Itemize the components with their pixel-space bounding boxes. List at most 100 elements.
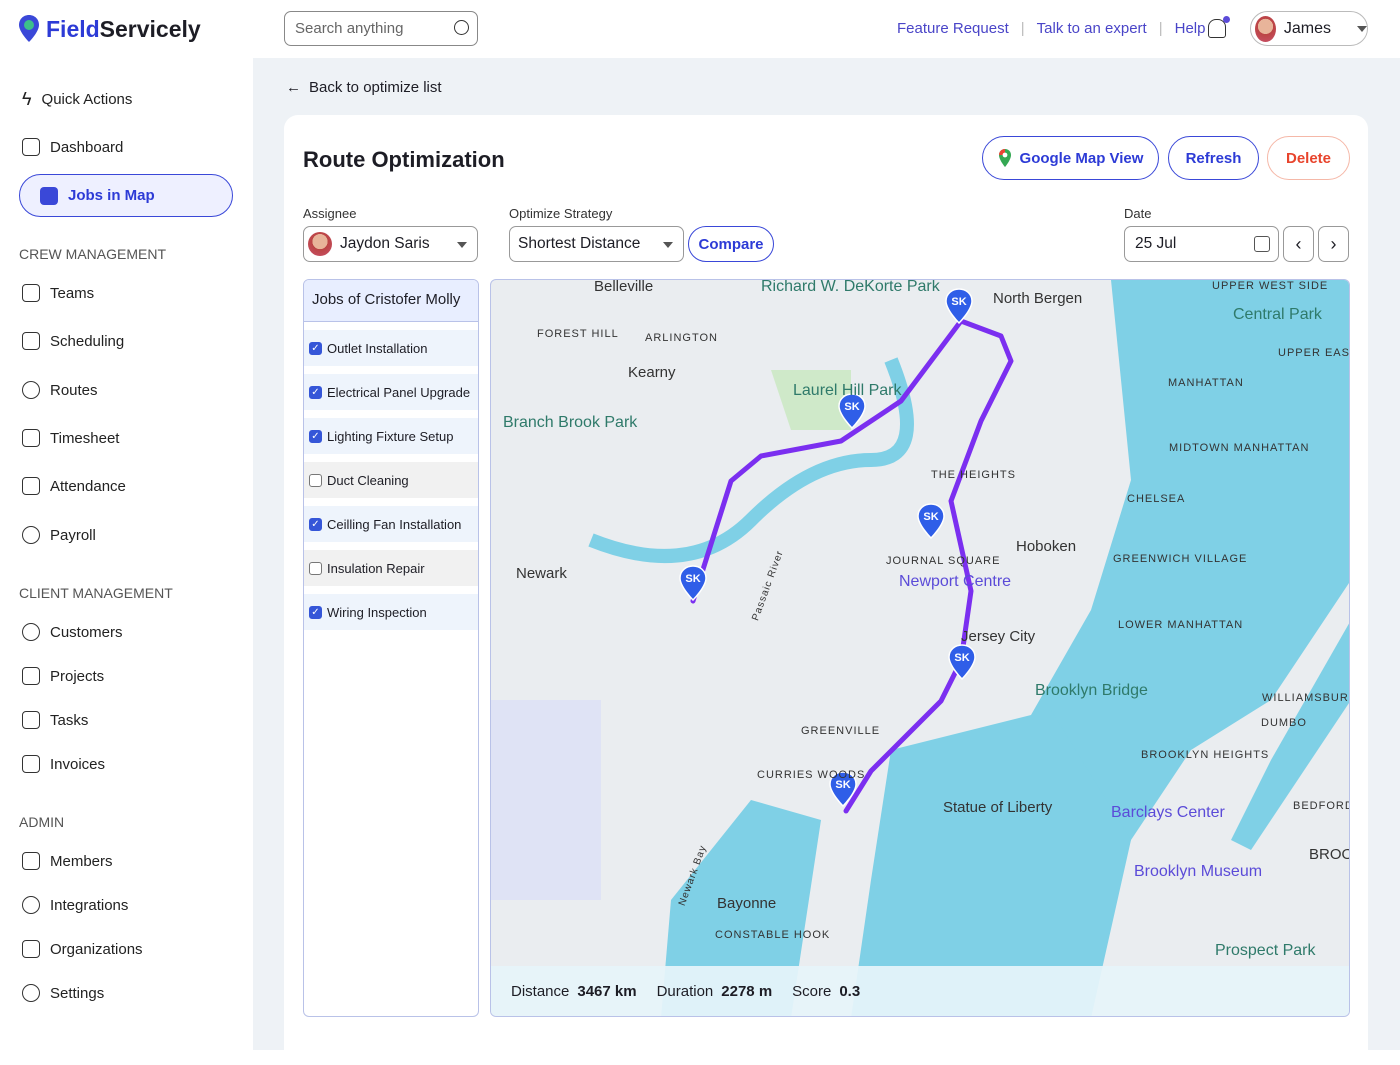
checkbox[interactable]: ✓ (309, 517, 322, 531)
sidebar-item-routes[interactable]: Routes (22, 381, 98, 399)
job-pin[interactable]: SK (945, 288, 973, 325)
label: Attendance (50, 477, 126, 495)
refresh-button[interactable]: Refresh (1168, 136, 1259, 180)
location-pin-icon (19, 15, 39, 42)
user-menu[interactable]: James (1250, 11, 1368, 46)
back-label: Back to optimize list (309, 79, 442, 96)
pin-label: SK (954, 652, 969, 664)
avatar (308, 232, 332, 256)
prev-date-button[interactable]: ‹ (1283, 226, 1314, 262)
job-item[interactable]: ✓ Ceilling Fan Installation (304, 506, 478, 542)
sidebar-item-attendance[interactable]: Attendance (22, 477, 126, 495)
compare-button[interactable]: Compare (688, 226, 774, 262)
checkbox[interactable]: ✓ (309, 341, 322, 355)
job-pin[interactable]: SK (917, 503, 945, 540)
distance-value: 3467 km (577, 982, 637, 1000)
help-link[interactable]: Help (1174, 20, 1206, 37)
date-picker[interactable]: 25 Jul (1124, 226, 1279, 262)
chevron-right-icon: › (1330, 233, 1337, 254)
search-input[interactable]: Search anything (284, 11, 478, 46)
members-icon (22, 852, 40, 870)
search-icon[interactable] (454, 20, 469, 35)
checkbox[interactable]: ✓ (309, 605, 322, 619)
sidebar-item-members[interactable]: Members (22, 852, 113, 870)
pin-label: SK (951, 296, 966, 308)
chevron-down-icon (663, 242, 673, 248)
job-item[interactable]: ✓ Outlet Installation (304, 330, 478, 366)
park (771, 370, 851, 430)
map-label: THE HEIGHTS (931, 469, 1016, 481)
map-label: BEDFORD- (1293, 800, 1349, 812)
gear-icon (22, 984, 40, 1002)
bell-icon[interactable] (1208, 16, 1230, 38)
sidebar-item-quick-actions[interactable]: ϟ Quick Actions (22, 89, 132, 110)
divider: | (1158, 20, 1163, 37)
checkbox[interactable]: ✓ (309, 429, 322, 443)
delete-button[interactable]: Delete (1267, 136, 1350, 180)
job-pin[interactable]: SK (838, 393, 866, 430)
job-item[interactable]: ✓ Wiring Inspection (304, 594, 478, 630)
google-map-view-button[interactable]: Google Map View (982, 136, 1159, 180)
sidebar-item-invoices[interactable]: Invoices (22, 755, 105, 773)
label: Quick Actions (41, 91, 133, 108)
checkbox[interactable] (309, 561, 322, 575)
page-title: Route Optimization (303, 147, 505, 172)
job-item[interactable]: ✓ Lighting Fixture Setup (304, 418, 478, 454)
strategy-label: Optimize Strategy (509, 206, 613, 221)
sidebar-item-payroll[interactable]: Payroll (22, 526, 96, 544)
pin-label: SK (844, 401, 859, 413)
sidebar-item-customers[interactable]: Customers (22, 623, 123, 641)
label: Settings (50, 984, 105, 1002)
dashboard-icon (22, 138, 40, 156)
teams-icon (22, 284, 40, 302)
integrations-icon (22, 896, 40, 914)
job-label: Insulation Repair (327, 560, 425, 576)
map-label: GREENVILLE (801, 725, 881, 737)
map-label: CONSTABLE HOOK (715, 929, 831, 941)
feature-request-link[interactable]: Feature Request (897, 20, 1009, 37)
map-view[interactable]: SK SK SK SK SK SK Belleville Richard W. DeKort… (490, 279, 1350, 1017)
job-pin[interactable]: SK (679, 565, 707, 602)
calendar-icon[interactable] (1254, 236, 1270, 252)
chevron-left-icon: ‹ (1295, 233, 1302, 254)
sidebar-item-tasks[interactable]: Tasks (22, 711, 88, 729)
distance-label: Distance (511, 982, 570, 1000)
pin-label: SK (835, 779, 850, 791)
score-label: Score (792, 982, 832, 1000)
sidebar-item-jobs-in-map[interactable]: Jobs in Map (19, 174, 233, 217)
job-pin[interactable]: SK (829, 771, 857, 808)
date-value: 25 Jul (1135, 235, 1177, 252)
map-label: Jersey City (961, 628, 1036, 645)
sidebar-item-integrations[interactable]: Integrations (22, 896, 128, 914)
job-item[interactable]: Duct Cleaning (304, 462, 478, 498)
assignee-select[interactable]: Jaydon Saris (303, 226, 478, 262)
sidebar-item-scheduling[interactable]: Scheduling (22, 332, 124, 350)
strategy-select[interactable]: Shortest Distance (509, 226, 684, 262)
chevron-down-icon (1357, 25, 1367, 32)
map-label: Branch Brook Park (503, 414, 638, 431)
checkbox[interactable] (309, 473, 322, 487)
sidebar-item-organizations[interactable]: Organizations (22, 940, 143, 958)
sidebar-item-settings[interactable]: Settings (22, 984, 104, 1002)
organization-icon (22, 940, 40, 958)
tasks-icon (22, 711, 40, 729)
water-newark-bay (661, 800, 821, 1016)
talk-to-expert-link[interactable]: Talk to an expert (1036, 20, 1147, 37)
job-pin[interactable]: SK (948, 644, 976, 681)
sidebar-item-timesheet[interactable]: Timesheet (22, 429, 119, 447)
date-label: Date (1124, 206, 1152, 221)
label: Google Map View (1019, 149, 1144, 167)
checkbox[interactable]: ✓ (309, 385, 322, 399)
job-item[interactable]: ✓ Electrical Panel Upgrade (304, 374, 478, 410)
map-label: CURRIES WOODS (757, 769, 866, 781)
sidebar-item-projects[interactable]: Projects (22, 667, 104, 685)
back-link[interactable]: ← Back to optimize list (286, 79, 442, 96)
next-date-button[interactable]: › (1318, 226, 1349, 262)
sidebar-item-teams[interactable]: Teams (22, 284, 94, 302)
avatar (1255, 15, 1276, 42)
map-label: Statue of Liberty (943, 799, 1053, 816)
job-item[interactable]: Insulation Repair (304, 550, 478, 586)
logo[interactable]: FieldServicely (18, 14, 201, 44)
sidebar-item-dashboard[interactable]: Dashboard (22, 138, 123, 156)
label: Scheduling (50, 332, 125, 350)
